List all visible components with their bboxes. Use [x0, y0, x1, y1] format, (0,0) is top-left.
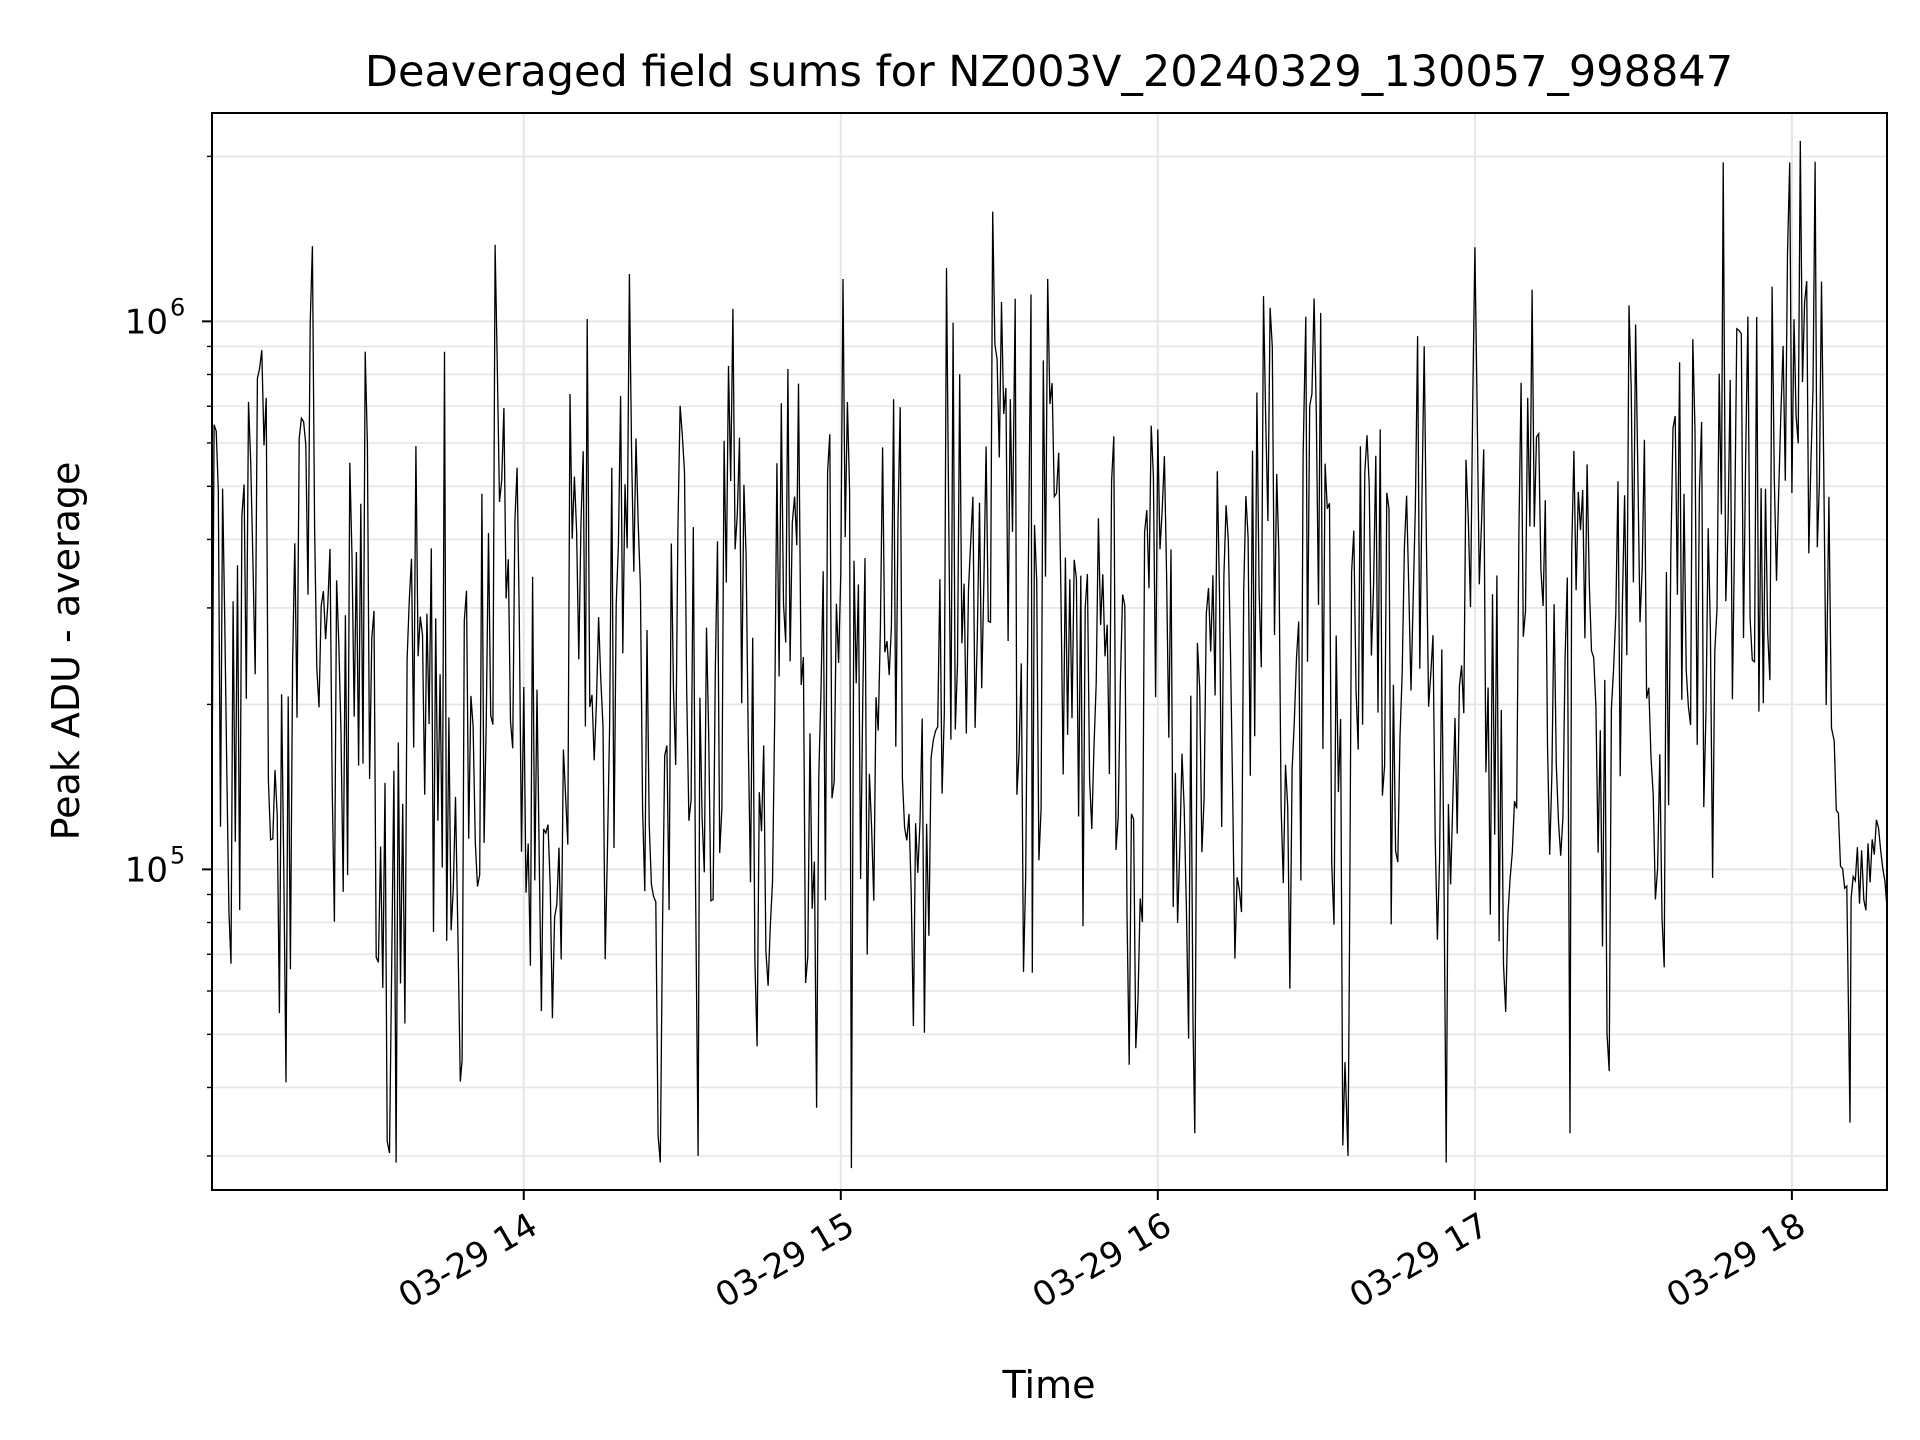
y-tick-label: 106 [125, 293, 186, 342]
y-tick-exponent: 6 [170, 293, 185, 321]
y-tick-exponent: 5 [170, 841, 185, 869]
y-axis-label: Peak ADU - average [44, 462, 88, 841]
x-axis-label: Time [1002, 1363, 1096, 1407]
y-tick-base: 10 [125, 302, 168, 342]
series-line [211, 140, 1888, 1169]
y-tick-base: 10 [125, 850, 168, 890]
plot-area [211, 140, 1888, 1169]
plot-frame [211, 112, 1888, 1191]
chart-title: Deaveraged field sums for NZ003V_2024032… [365, 47, 1733, 97]
y-tick-label: 105 [125, 841, 186, 890]
